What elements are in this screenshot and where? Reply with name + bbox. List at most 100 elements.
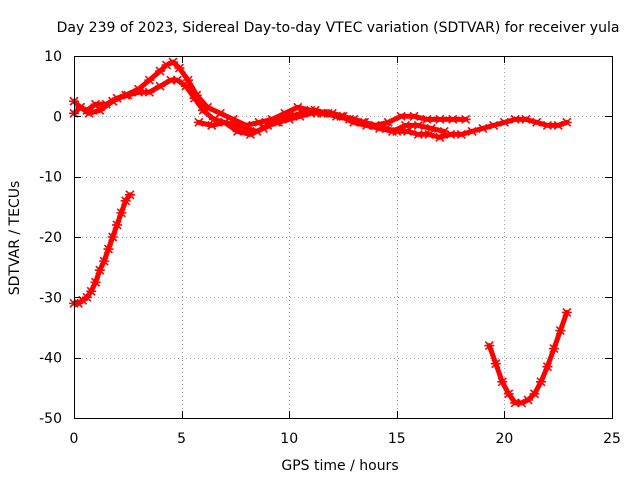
data-point xyxy=(144,75,155,85)
data-point xyxy=(271,117,282,127)
x-tick-label: 20 xyxy=(495,431,513,447)
data-point xyxy=(348,117,359,127)
data-point xyxy=(133,84,144,94)
data-point xyxy=(144,87,155,97)
data-point xyxy=(84,108,95,118)
data-point xyxy=(81,292,92,302)
data-point xyxy=(124,190,135,200)
x-tick-label: 5 xyxy=(177,431,186,447)
data-point xyxy=(542,362,553,372)
x-tick-label: 10 xyxy=(280,431,298,447)
chart-title: Day 239 of 2023, Sidereal Day-to-day VTE… xyxy=(57,20,620,36)
data-point xyxy=(561,307,572,317)
data-point xyxy=(548,344,559,354)
data-point xyxy=(520,114,531,124)
y-tick-label: -30 xyxy=(39,290,62,306)
data-point xyxy=(215,108,226,118)
data-point xyxy=(447,114,458,124)
data-point xyxy=(322,108,333,118)
data-point xyxy=(535,377,546,387)
data-point xyxy=(219,117,230,127)
data-layer xyxy=(69,57,572,408)
data-point xyxy=(202,102,213,112)
data-point xyxy=(387,126,398,136)
data-point xyxy=(413,120,424,130)
data-point xyxy=(361,120,372,130)
series-cluster-c xyxy=(193,105,450,139)
data-point xyxy=(103,244,114,254)
data-point xyxy=(107,96,118,106)
data-point xyxy=(120,196,131,206)
y-tick-label: 0 xyxy=(53,109,62,125)
data-point xyxy=(75,102,86,112)
data-point xyxy=(542,120,553,130)
data-point xyxy=(402,126,413,136)
data-point xyxy=(529,389,540,399)
x-tick-label: 15 xyxy=(388,431,406,447)
data-point xyxy=(112,220,123,230)
data-point xyxy=(434,132,445,143)
data-point xyxy=(421,114,432,124)
data-point xyxy=(90,277,101,287)
data-point xyxy=(99,256,110,266)
data-point xyxy=(232,126,243,136)
y-tick-label: -50 xyxy=(39,411,62,427)
x-axis-label: GPS time / hours xyxy=(281,458,398,474)
data-point xyxy=(510,114,521,124)
data-point xyxy=(400,120,411,130)
data-point xyxy=(477,123,488,133)
data-point xyxy=(335,111,346,121)
data-point xyxy=(490,359,501,369)
data-point xyxy=(245,129,256,139)
data-point xyxy=(396,111,407,121)
data-point xyxy=(258,123,269,133)
data-point xyxy=(413,129,424,139)
data-point xyxy=(426,123,437,133)
series-early-drop xyxy=(69,190,135,308)
data-point xyxy=(191,90,202,100)
data-point xyxy=(107,232,118,242)
y-tick-label: -10 xyxy=(39,170,62,186)
data-point xyxy=(94,105,105,115)
x-tick-label: 25 xyxy=(603,431,621,447)
data-point xyxy=(424,129,435,139)
data-point xyxy=(116,208,127,218)
data-point xyxy=(310,105,321,115)
data-point xyxy=(155,81,166,91)
data-point xyxy=(254,117,265,127)
data-point xyxy=(434,114,445,124)
data-point xyxy=(460,114,471,124)
data-point xyxy=(531,117,542,127)
data-point xyxy=(497,377,508,387)
y-axis-label: SDTVAR / TECUs xyxy=(7,181,23,296)
data-point xyxy=(284,111,295,121)
data-point xyxy=(206,120,217,130)
data-point xyxy=(174,63,185,73)
data-point xyxy=(561,117,572,127)
x-tick-labels: 0 5 10 15 20 25 xyxy=(70,431,621,447)
data-point xyxy=(90,99,101,109)
data-point xyxy=(484,341,495,351)
y-tick-label: 10 xyxy=(44,49,62,65)
series-late-dip xyxy=(484,307,572,408)
data-point xyxy=(499,117,510,127)
data-point xyxy=(241,120,252,130)
ticks xyxy=(74,56,613,419)
data-point xyxy=(297,108,308,118)
y-tick-labels: 10 0 -10 -20 -30 -40 -50 xyxy=(39,49,62,427)
data-point xyxy=(292,102,303,112)
data-point xyxy=(553,120,564,130)
data-point xyxy=(467,126,478,136)
data-point xyxy=(503,389,514,399)
data-point xyxy=(456,129,467,139)
data-point xyxy=(120,90,131,100)
data-point xyxy=(86,286,97,296)
x-tick-label: 0 xyxy=(70,431,79,447)
data-point xyxy=(383,117,394,127)
data-point xyxy=(193,117,204,127)
data-point xyxy=(172,75,183,85)
y-tick-label: -40 xyxy=(39,351,62,367)
data-point xyxy=(374,123,385,133)
